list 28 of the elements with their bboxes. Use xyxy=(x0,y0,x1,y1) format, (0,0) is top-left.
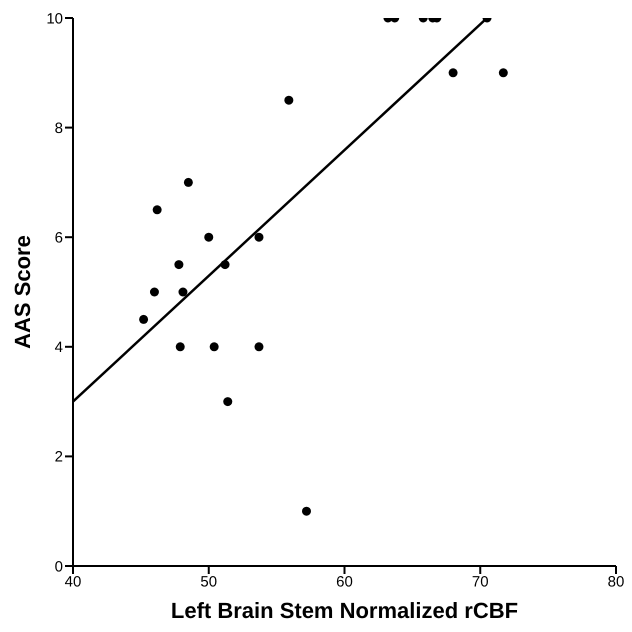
point xyxy=(284,96,294,105)
y-axis-title: AAS Score xyxy=(10,235,35,349)
x-axis-title: Left Brain Stem Normalized rCBF xyxy=(170,598,518,623)
x-tick-label: 50 xyxy=(200,574,218,591)
point xyxy=(204,232,214,242)
x-tick-label: 80 xyxy=(608,574,624,591)
y-tick-label: 4 xyxy=(54,339,63,356)
x-tick-label: 40 xyxy=(64,574,82,591)
point xyxy=(152,205,162,214)
point xyxy=(184,178,193,187)
point xyxy=(210,342,219,352)
y-tick-label: 10 xyxy=(46,10,63,28)
point xyxy=(223,397,232,406)
point xyxy=(176,342,185,352)
point xyxy=(254,342,264,352)
point xyxy=(139,314,148,324)
x-tick-label: 60 xyxy=(336,574,353,591)
point xyxy=(302,506,311,516)
y-tick-label: 2 xyxy=(54,448,63,466)
point xyxy=(220,260,230,270)
y-tick-label: 0 xyxy=(54,558,63,576)
y-tick-label: 6 xyxy=(54,230,63,247)
point xyxy=(150,288,159,296)
point xyxy=(254,232,264,242)
point xyxy=(178,288,188,296)
y-tick-label: 8 xyxy=(54,120,63,137)
point xyxy=(174,260,184,270)
x-tick-label: 70 xyxy=(472,574,489,591)
